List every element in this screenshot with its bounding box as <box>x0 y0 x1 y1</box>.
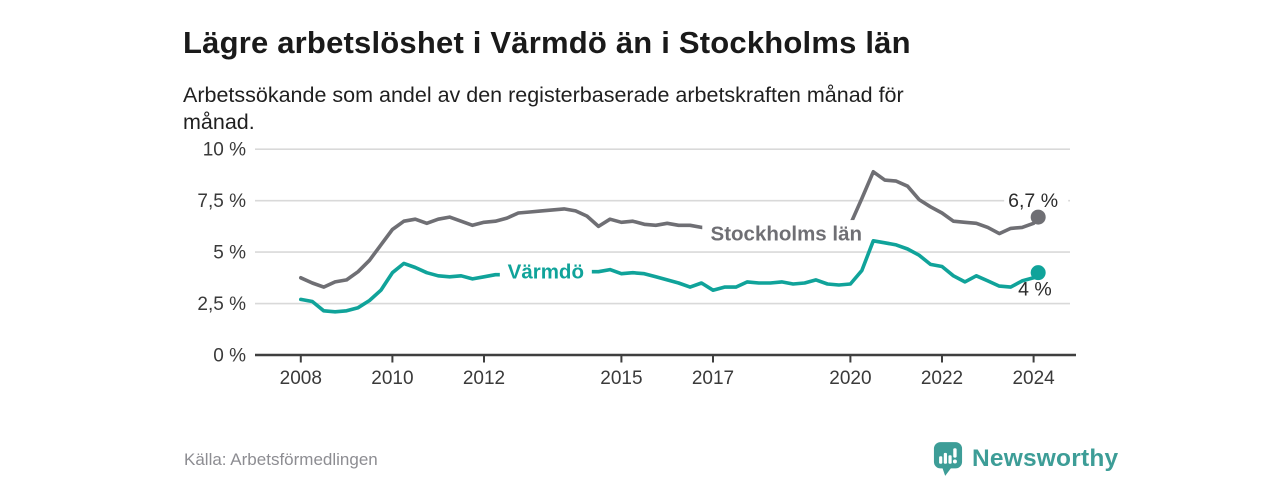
series-line-stockholms-l-n <box>298 169 1040 289</box>
newsworthy-bar-chart-icon <box>933 442 963 476</box>
end-dot-stockholms-l-n <box>1030 209 1046 225</box>
newsworthy-logo: Newsworthy <box>933 441 1118 477</box>
series-label-bg-v-rmd- <box>499 258 592 285</box>
source-text: Källa: Arbetsförmedlingen <box>184 450 378 469</box>
y-tick-label: 10 % <box>203 140 246 161</box>
newsworthy-wordmark: Newsworthy <box>972 445 1119 472</box>
chart-subtitle-line2: månad. <box>183 110 255 135</box>
x-tick-label: 2008 <box>280 368 322 389</box>
end-dot-v-rmd- <box>1030 265 1046 281</box>
end-label-v-rmd-: 4 % <box>1018 279 1052 301</box>
x-tick-label: 2020 <box>829 368 871 389</box>
x-tick-label: 2022 <box>921 368 963 389</box>
x-tick-label: 2012 <box>463 368 505 389</box>
series-label-bg-stockholms-l-n <box>702 220 871 247</box>
end-label-stockholms-l-n: 6,7 % <box>1008 190 1058 212</box>
y-tick-label: 5 % <box>213 243 246 264</box>
chart-subtitle: Arbetssökande som andel av den registerb… <box>183 82 1083 138</box>
x-tick-label: 2010 <box>371 368 413 389</box>
x-tick-label: 2015 <box>600 368 642 389</box>
y-tick-label: 0 % <box>213 346 246 367</box>
series-label-stockholms-l-n: Stockholms län <box>711 223 863 246</box>
line-chart: 0 % 2,5 % 5 % 7,5 % 10 % 2008 2010 2012 2015 2017… <box>197 140 1076 389</box>
y-tick-label: 7,5 % <box>197 191 246 212</box>
series-label-v-rmd-: Värmdö <box>508 261 584 284</box>
series-line-v-rmd- <box>298 239 1040 314</box>
chart-title: Lägre arbetslöshet i Värmdö än i Stockho… <box>183 24 911 60</box>
y-tick-label: 2,5 % <box>197 294 246 315</box>
end-label-bg-stockholms-l-n <box>1004 184 1069 212</box>
x-tick-label: 2017 <box>692 368 734 389</box>
chart-subtitle-line1: Arbetssökande som andel av den registerb… <box>183 82 904 107</box>
x-tick-label: 2024 <box>1012 368 1055 389</box>
